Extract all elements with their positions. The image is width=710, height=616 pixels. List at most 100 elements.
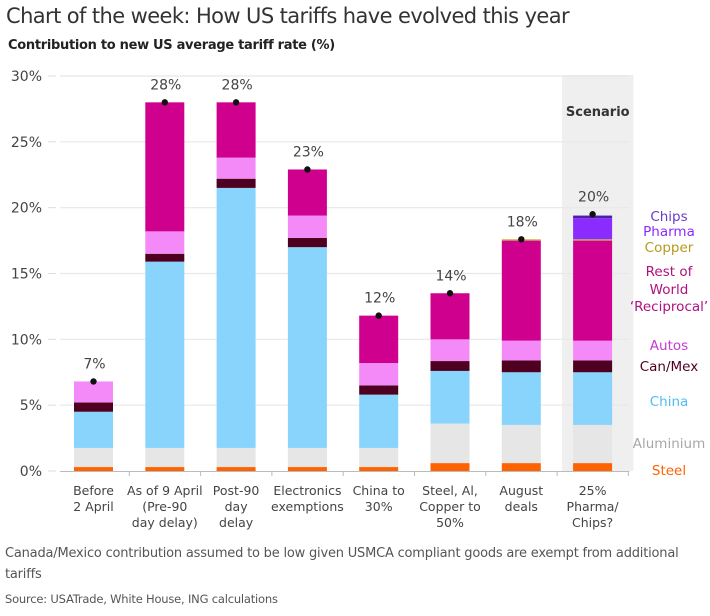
legend-label: Chips	[650, 209, 687, 225]
total-label: 18%	[507, 214, 538, 230]
x-category-label-line: (Pre-90	[142, 499, 187, 514]
bar-segment-rest-of-world-reciprocal	[501, 240, 541, 341]
bar-segment-steel	[216, 467, 256, 471]
x-category-label: Steel, Al, Copper to 50%	[419, 483, 481, 530]
bar-segment-pharma	[573, 218, 613, 240]
x-category-label-line: Pharma/	[567, 499, 620, 514]
x-category-label-line: As of 9 April	[127, 483, 203, 498]
legend-label: Autos	[650, 338, 688, 354]
total-label: 12%	[364, 291, 395, 307]
total-marker	[232, 99, 240, 106]
bar-segment-china	[145, 261, 185, 448]
bar-segment-steel	[359, 467, 399, 471]
total-label: 20%	[578, 189, 609, 205]
chart-title: Chart of the week: How US tariffs have e…	[6, 4, 570, 28]
legend-label: Pharma	[643, 224, 695, 240]
x-category-label-line: 30%	[365, 499, 393, 514]
bar-segment-autos	[573, 340, 613, 361]
bar-segment-copper	[573, 239, 613, 241]
chart-subtitle: Contribution to new US average tariff ra…	[8, 38, 335, 53]
bar-segment-can-mex	[216, 178, 256, 188]
bar-segment-china	[216, 187, 256, 448]
bar-segment-can-mex	[430, 361, 470, 371]
scenario-label: Scenario	[566, 105, 630, 120]
x-category-label: Post-90 day delay	[213, 483, 260, 530]
x-category-label: Before 2 April	[73, 483, 114, 514]
total-label: 23%	[293, 144, 324, 160]
x-category-label-line: delay	[219, 515, 254, 530]
bar-segment-china	[501, 372, 541, 425]
y-tick-label: 15%	[11, 267, 42, 283]
footnote: Canada/Mexico contribution assumed to be…	[5, 546, 679, 582]
bar-segment-aluminium	[430, 423, 470, 464]
total-marker	[90, 378, 97, 385]
y-tick-label: 10%	[11, 332, 42, 348]
x-category-label-line: Before	[73, 483, 114, 498]
bar-segment-china	[74, 411, 113, 448]
total-label: 14%	[435, 268, 466, 284]
bar-segment-can-mex	[359, 385, 399, 395]
x-category-label-line: Post-90	[213, 483, 260, 498]
x-category-label-line: August	[499, 483, 543, 498]
x-category-label-line: day delay)	[132, 515, 198, 530]
x-category-label-line: Steel, Al,	[422, 483, 478, 498]
labels: Scenario 0% 5% 10% 15% 20% 25% 30% 7% Before 2 Apr…	[11, 69, 708, 530]
y-tick-label: 5%	[20, 398, 42, 414]
bar-segment-autos	[145, 231, 185, 254]
bar-segment-can-mex	[74, 402, 113, 412]
x-category-label: China to 30%	[353, 483, 405, 514]
x-category-label-line: Copper to	[419, 499, 481, 514]
bar-segment-can-mex	[501, 360, 541, 373]
bar-segment-steel	[145, 467, 185, 471]
x-category-label: Electronics exemptions	[271, 483, 344, 514]
bar-segment-china	[430, 370, 470, 424]
bar-segment-steel	[573, 463, 613, 471]
y-tick-label: 25%	[11, 135, 42, 151]
legend-label: Steel	[652, 463, 686, 479]
bar-segment-aluminium	[501, 424, 541, 464]
legend-label: ‘Reciprocal’	[630, 299, 708, 315]
bar-segment-china	[573, 372, 613, 425]
x-category-label-line: 2 April	[73, 499, 114, 514]
stacked-bar-chart: Scenario 0% 5% 10% 15% 20% 25% 30% 7% Before 2 Apr…	[11, 69, 708, 530]
legend-label: Rest of	[646, 264, 694, 280]
total-label: 7%	[83, 356, 105, 372]
bar-segment-rest-of-world-reciprocal	[287, 169, 327, 216]
x-category-label: August deals	[499, 483, 543, 514]
x-category-label: As of 9 April (Pre-90 day delay)	[127, 483, 203, 530]
bar-segment-rest-of-world-reciprocal	[145, 102, 185, 232]
bar-segment-autos	[501, 340, 541, 361]
bar-segment-autos	[216, 157, 256, 179]
bar-segment-autos	[287, 215, 327, 238]
x-category-label-line: China to	[353, 483, 405, 498]
bar-segment-aluminium	[573, 424, 613, 464]
bar-segment-aluminium	[145, 447, 185, 468]
legend-label: Copper	[645, 240, 694, 256]
bar-segment-steel	[74, 467, 113, 471]
total-marker	[589, 211, 596, 218]
total-label: 28%	[222, 77, 253, 93]
bar-segment-can-mex	[287, 237, 327, 248]
y-tick-label: 30%	[11, 69, 42, 85]
y-tick-label: 0%	[20, 464, 42, 480]
bar-segment-steel	[430, 463, 470, 471]
legend-label: World	[650, 282, 689, 298]
bar-segment-china	[287, 247, 327, 448]
bar-segment-rest-of-world-reciprocal	[573, 240, 613, 341]
total-marker	[304, 166, 311, 173]
bars	[74, 102, 613, 471]
total-marker	[161, 99, 168, 106]
bar-segment-china	[359, 394, 399, 448]
total-label: 28%	[150, 77, 181, 93]
bar-segment-autos	[359, 363, 399, 386]
total-marker	[375, 312, 382, 319]
bar-segment-aluminium	[74, 447, 113, 468]
y-tick-label: 20%	[11, 201, 42, 217]
bar-segment-steel	[501, 463, 541, 471]
x-category-label-line: 25%	[579, 483, 607, 498]
gridlines	[48, 75, 630, 476]
bar-segment-aluminium	[287, 447, 327, 468]
bar-segment-autos	[430, 339, 470, 362]
x-category-label: 25% Pharma/Chips?	[567, 483, 620, 530]
bar-segment-aluminium	[359, 447, 399, 468]
